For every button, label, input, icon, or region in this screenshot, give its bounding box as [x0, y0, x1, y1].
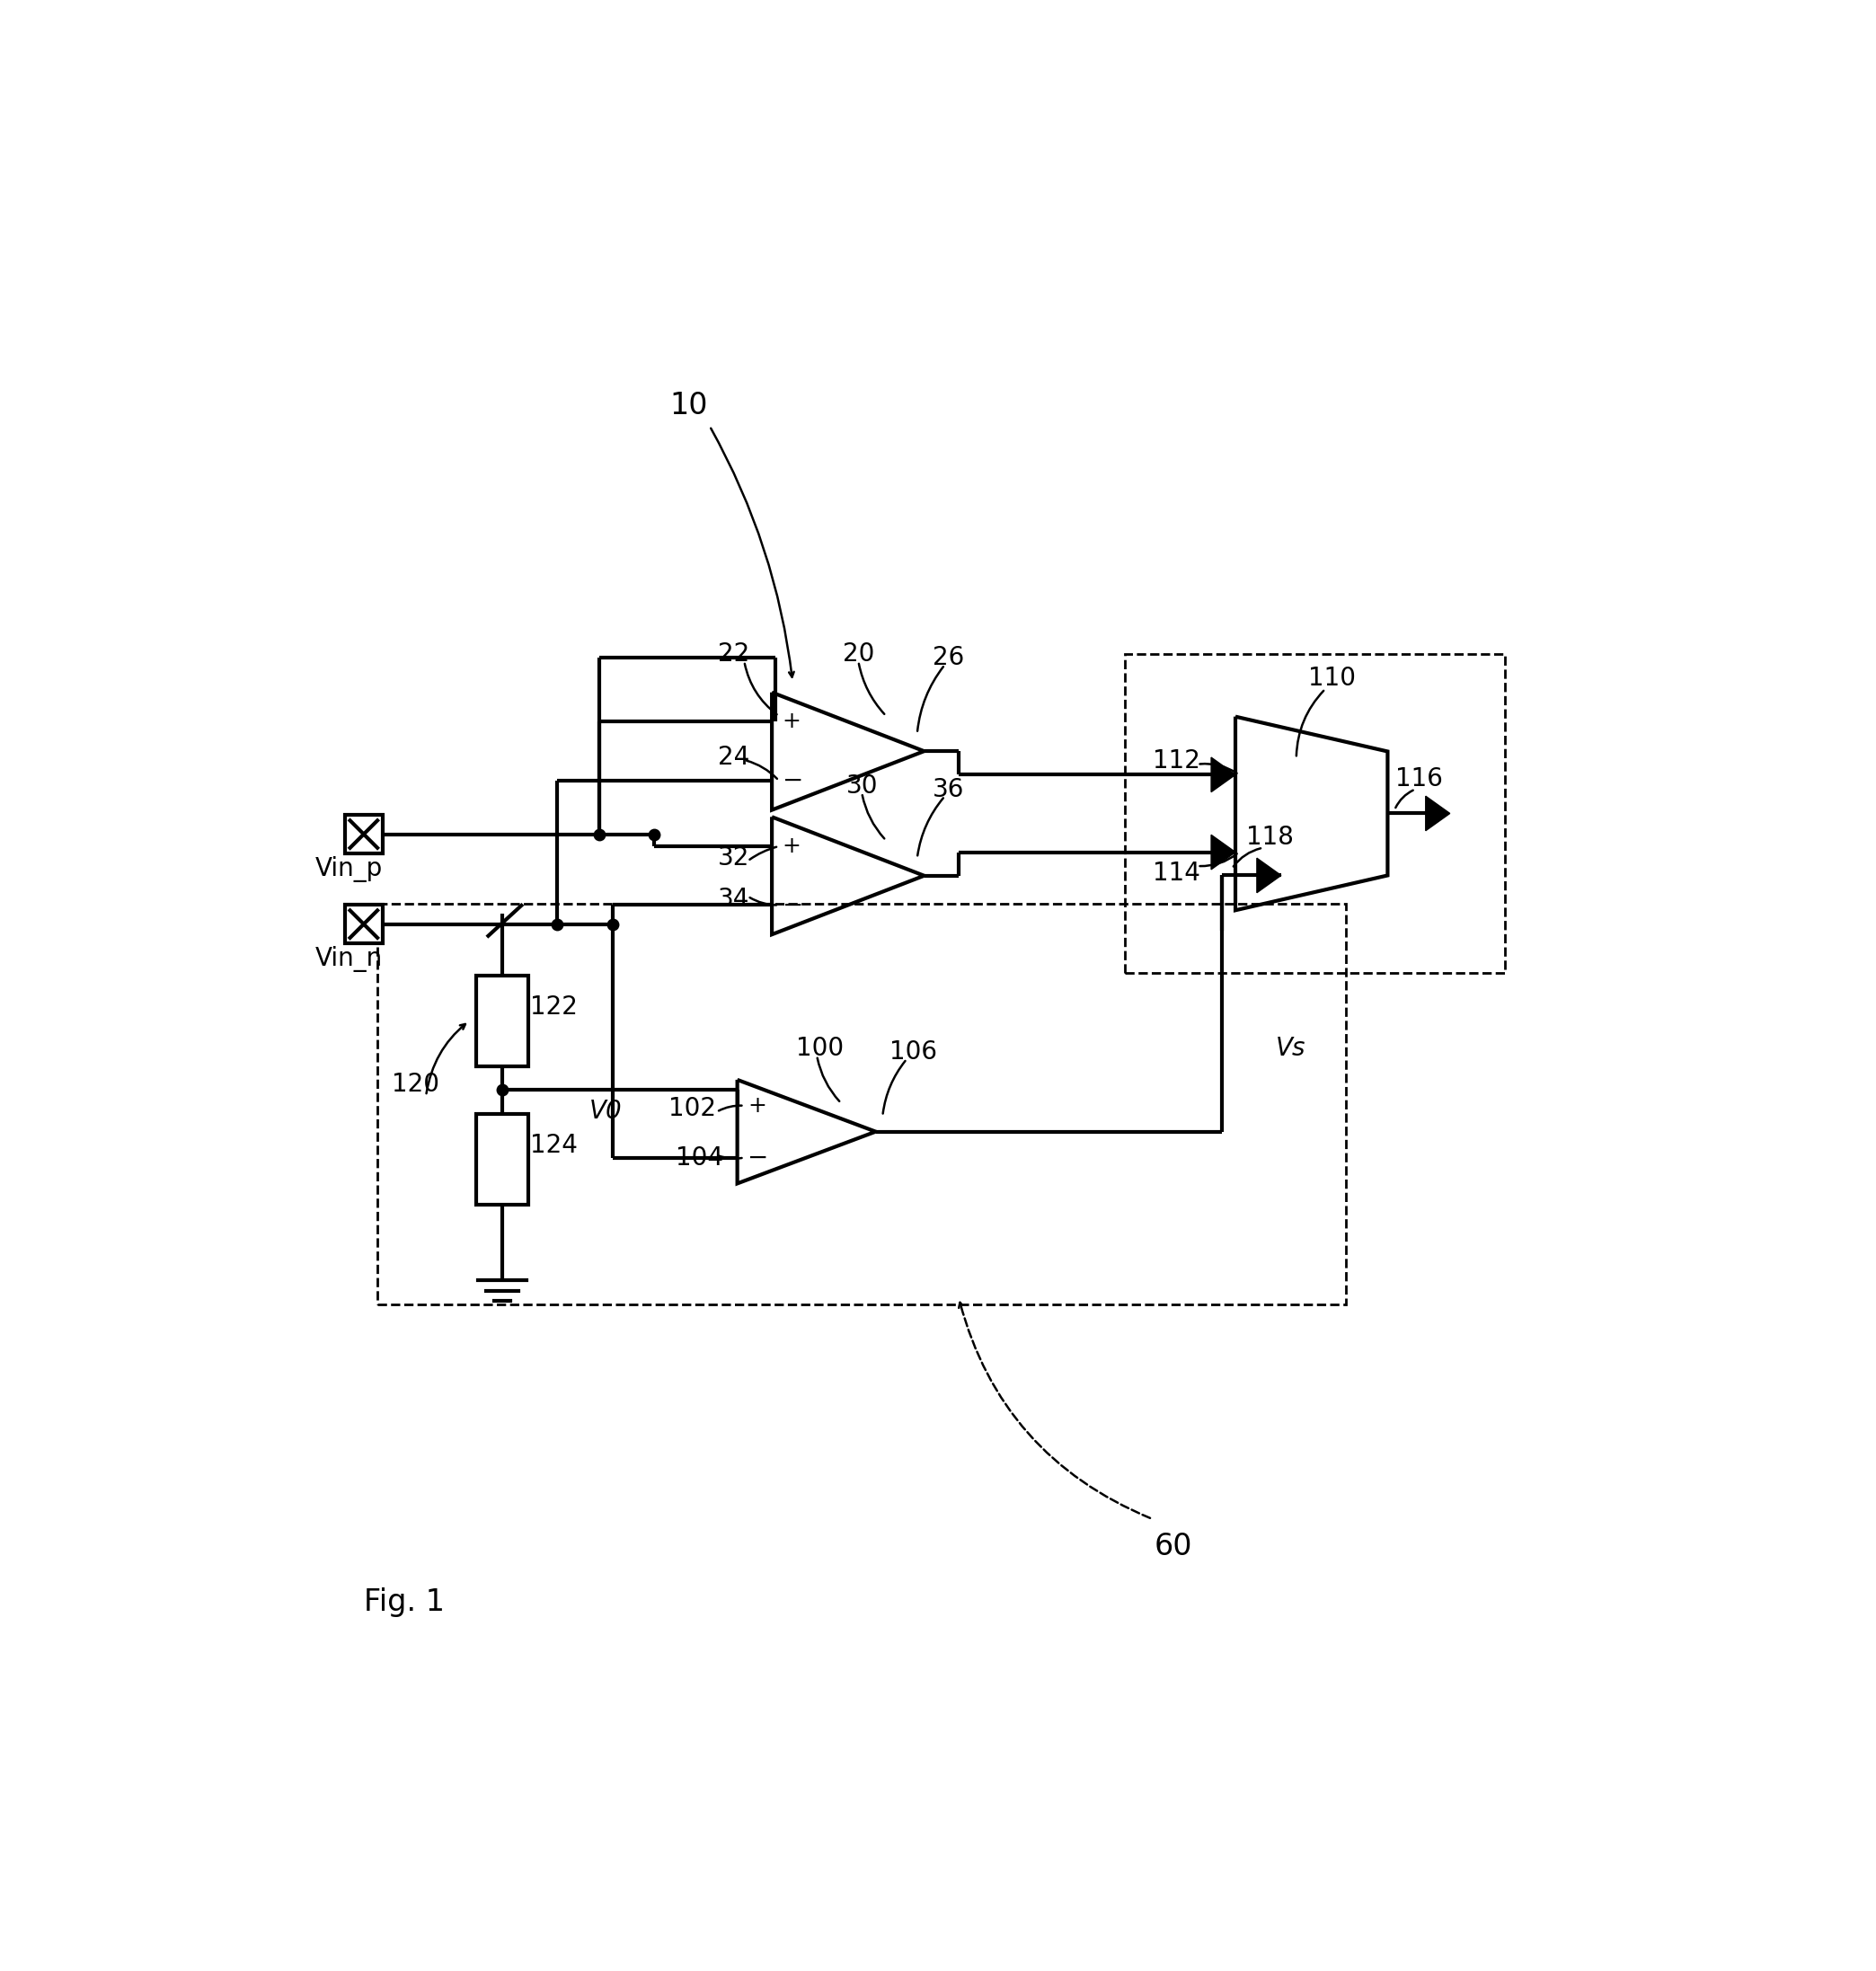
- Text: +: +: [782, 712, 801, 733]
- Text: 36: 36: [932, 777, 964, 802]
- Bar: [345, 905, 383, 944]
- Text: 104: 104: [675, 1145, 722, 1171]
- Text: −: −: [749, 1145, 769, 1171]
- Text: Fig. 1: Fig. 1: [364, 1587, 445, 1616]
- Text: −: −: [782, 893, 803, 918]
- Text: 120: 120: [392, 1072, 439, 1096]
- Polygon shape: [1212, 757, 1236, 792]
- Text: 32: 32: [719, 846, 750, 871]
- Text: 106: 106: [889, 1039, 938, 1064]
- Text: 110: 110: [1308, 666, 1356, 692]
- Text: 116: 116: [1396, 767, 1443, 792]
- Bar: [477, 976, 527, 1066]
- Text: 26: 26: [932, 645, 964, 670]
- Bar: [1126, 654, 1505, 972]
- Text: 118: 118: [1246, 824, 1294, 850]
- Text: +: +: [782, 836, 801, 857]
- Text: Vin_p: Vin_p: [315, 855, 383, 881]
- Polygon shape: [1257, 857, 1281, 893]
- Text: 124: 124: [531, 1133, 578, 1159]
- Text: 102: 102: [668, 1096, 717, 1121]
- Polygon shape: [1426, 796, 1450, 830]
- Text: 60: 60: [1154, 1531, 1193, 1561]
- Text: 34: 34: [719, 887, 750, 913]
- Text: Vs: Vs: [1276, 1037, 1306, 1060]
- Text: 122: 122: [531, 995, 578, 1019]
- Text: V0: V0: [589, 1098, 623, 1123]
- Text: 20: 20: [842, 643, 874, 666]
- Bar: [345, 816, 383, 853]
- Text: Vin_n: Vin_n: [315, 946, 383, 972]
- Text: −: −: [782, 769, 803, 792]
- Text: 10: 10: [670, 390, 707, 420]
- Polygon shape: [1212, 836, 1236, 869]
- Text: 24: 24: [719, 745, 750, 769]
- Text: 22: 22: [719, 643, 750, 666]
- Text: 114: 114: [1154, 859, 1201, 885]
- Bar: [377, 903, 1347, 1305]
- Text: +: +: [749, 1096, 767, 1116]
- Text: 112: 112: [1154, 749, 1201, 773]
- Bar: [477, 1114, 527, 1204]
- Text: 100: 100: [797, 1037, 844, 1060]
- Text: 30: 30: [846, 773, 878, 798]
